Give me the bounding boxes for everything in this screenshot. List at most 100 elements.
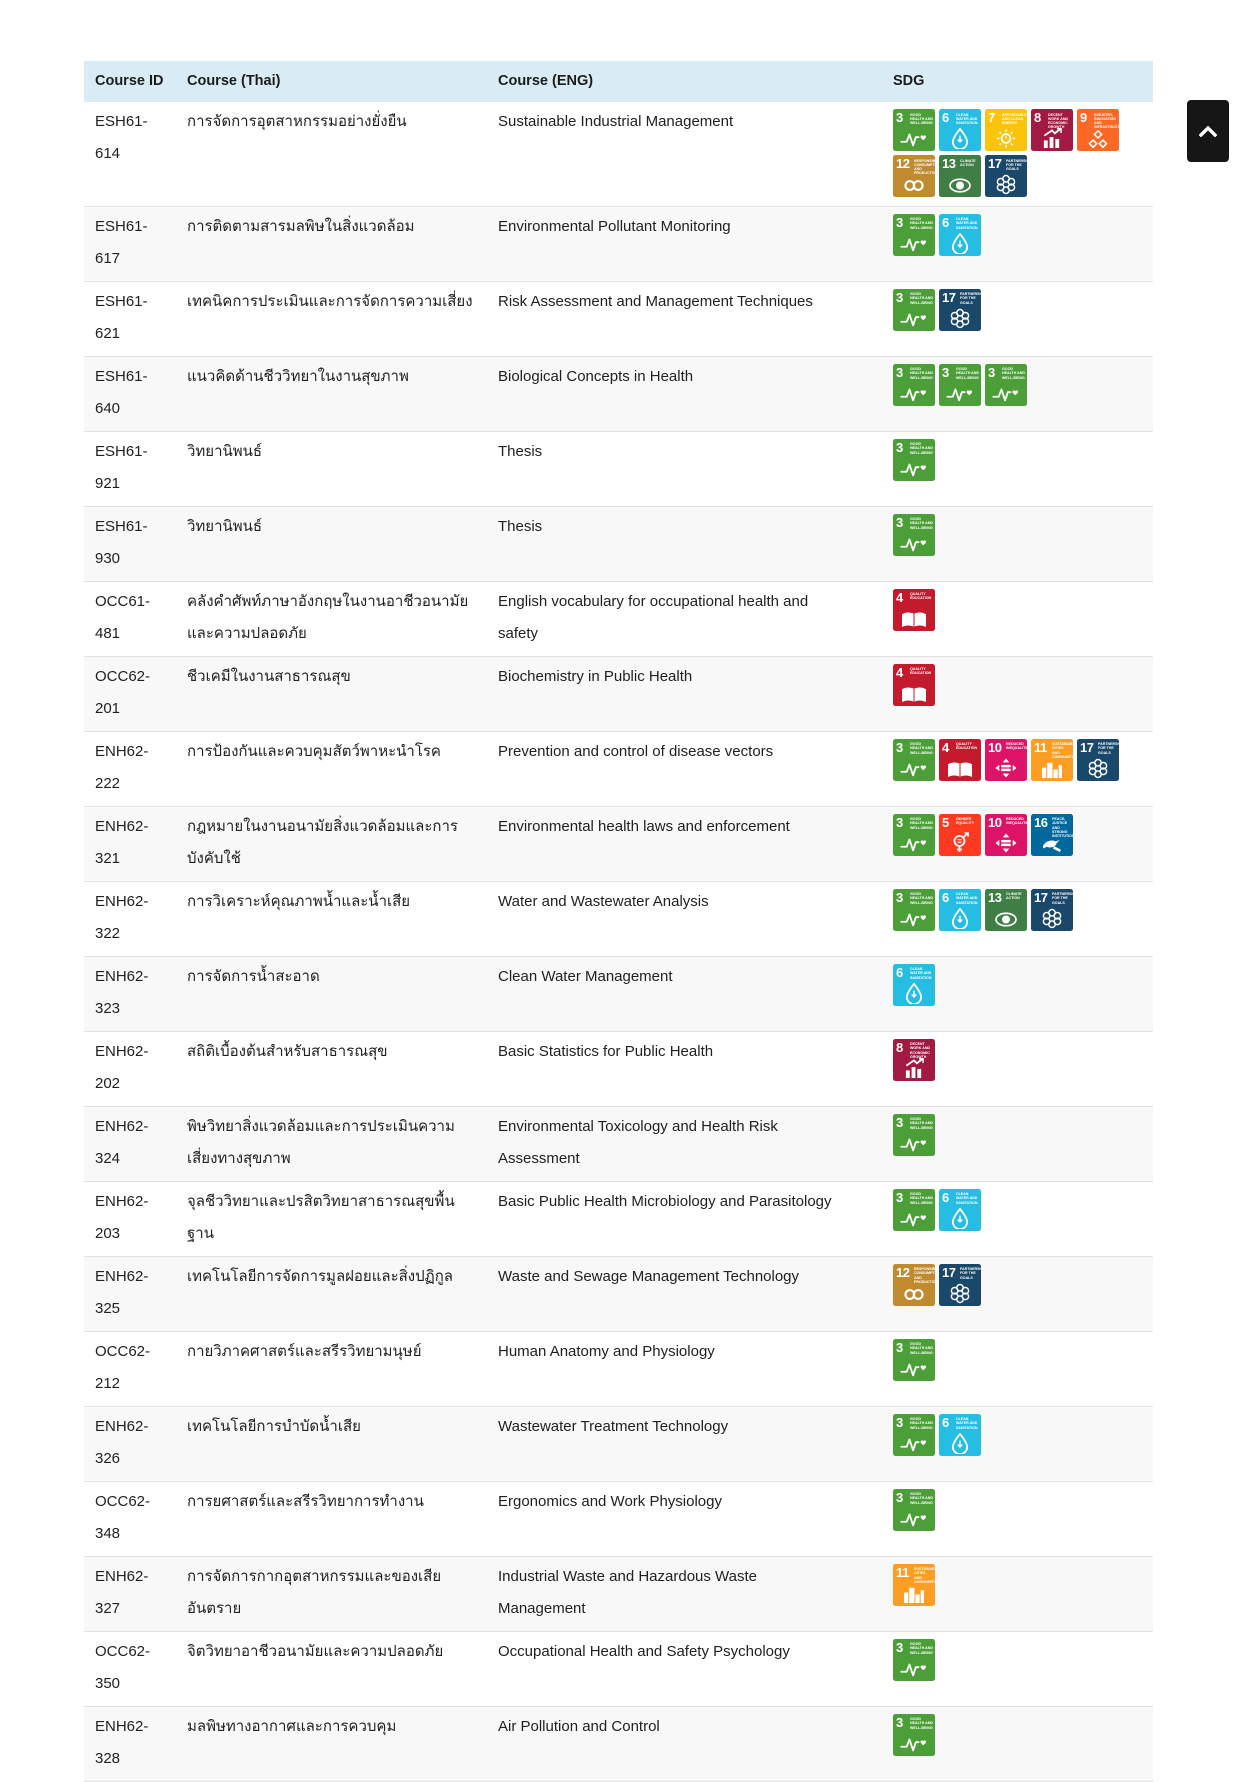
table-row: ENH62-324 พิษวิทยาสิ่งแวดล้อมและการประเมิ…: [84, 1106, 1153, 1182]
course-id-cell: ENH62-202: [84, 1031, 187, 1107]
course-eng-cell: Thesis: [498, 506, 893, 582]
table-row: ESH61-930 วิทยานิพนธ์ Thesis 3 Good Health a…: [84, 506, 1153, 582]
sdg-badge-list: 8 Decent Work and Economic Growth: [893, 1038, 1145, 1081]
column-header-course-id: Course ID: [84, 61, 187, 102]
sdg-cell: 11Sustainable Cities and Communities: [893, 1556, 1153, 1632]
course-thai-cell: การจัดการกากอุตสาหกรรมและของเสียอันตราย: [187, 1556, 498, 1632]
course-id-cell: ESH61-614: [84, 102, 187, 207]
sdg-cell: 3 Good Health and Well-Being: [893, 1331, 1153, 1407]
table-row: OCC62-212 กายวิภาคศาสตร์และสรีรวิทยามนุษย…: [84, 1331, 1153, 1407]
sdg-3-icon: 3 Good Health and Well-Being: [893, 363, 935, 406]
table-row: ENH62-323 การจัดการน้ำสะอาด Clean Water Ma…: [84, 956, 1153, 1032]
course-thai-cell: วิทยานิพนธ์: [187, 506, 498, 582]
table-row: ESH61-617 การติดตามสารมลพิษในสิ่งแวดล้อม E…: [84, 206, 1153, 282]
course-id-cell: ENH62-324: [84, 1106, 187, 1182]
sdg-3-icon: 3 Good Health and Well-Being: [893, 1488, 935, 1531]
table-row: OCC61-481 คลังคำศัพท์ภาษาอังกฤษในงานอาชีว…: [84, 581, 1153, 657]
course-eng-cell: Thesis: [498, 431, 893, 507]
sdg-cell: 4 Quality Education: [893, 656, 1153, 732]
sdg-8-icon: 8 Decent Work and Economic Growth: [1031, 109, 1073, 151]
sdg-17-icon: 17Partnerships for the Goals: [939, 288, 981, 331]
sdg-4-icon: 4 Quality Education: [893, 588, 935, 631]
sdg-6-icon: 6 Clean Water and Sanitation: [893, 963, 935, 1006]
course-table: Course ID Course (Thai) Course (ENG) SDG…: [84, 61, 1153, 1782]
course-id-cell: OCC62-348: [84, 1481, 187, 1557]
sdg-badge-list: 3 Good Health and Well-Being: [893, 1113, 1145, 1156]
sdg-3-icon: 3 Good Health and Well-Being: [893, 738, 935, 781]
table-row: ESH61-621 เทคนิคการประเมินและการจัดการควา…: [84, 281, 1153, 357]
sdg-6-icon: 6 Clean Water and Sanitation: [939, 1188, 981, 1231]
sdg-13-icon: 13 Climate Action: [985, 888, 1027, 931]
course-thai-cell: พิษวิทยาสิ่งแวดล้อมและการประเมินความเสี่…: [187, 1106, 498, 1182]
course-eng-cell: Air Pollution and Control: [498, 1706, 893, 1782]
table-row: ENH62-202 สถิติเบื้องต้นสำหรับสาธารณสุข Ba…: [84, 1031, 1153, 1107]
course-id-cell: ENH62-321: [84, 806, 187, 882]
sdg-5-icon: 5 Gender Equality: [939, 813, 981, 856]
sdg-cell: 3 Good Health and Well-Being: [893, 1106, 1153, 1182]
sdg-cell: 3 Good Health and Well-Being: [893, 431, 1153, 507]
course-thai-cell: เทคนิคการประเมินและการจัดการความเสี่ยง: [187, 281, 498, 357]
sdg-3-icon: 3 Good Health and Well-Being: [893, 109, 935, 151]
chevron-up-icon: [1199, 125, 1217, 137]
course-eng-cell: Wastewater Treatment Technology: [498, 1406, 893, 1482]
course-eng-cell: Industrial Waste and Hazardous Waste Man…: [498, 1556, 893, 1632]
course-id-cell: ESH61-930: [84, 506, 187, 582]
sdg-3-icon: 3 Good Health and Well-Being: [893, 1188, 935, 1231]
table-row: ENH62-327 การจัดการกากอุตสาหกรรมและของเสี…: [84, 1556, 1153, 1632]
course-eng-cell: English vocabulary for occupational heal…: [498, 581, 893, 657]
course-id-cell: ESH61-921: [84, 431, 187, 507]
sdg-3-icon: 3 Good Health and Well-Being: [893, 438, 935, 481]
sdg-badge-list: 12Responsible Consumption and Production…: [893, 1263, 1145, 1306]
sdg-7-icon: 7 Affordable and Clean Energy: [985, 109, 1027, 151]
sdg-badge-list: 3 Good Health and Well-Being 5 Gender Equal…: [893, 813, 1145, 856]
column-header-course-thai: Course (Thai): [187, 61, 498, 102]
table-row: OCC62-348 การยศาสตร์และสรีรวิทยาการทำงาน E…: [84, 1481, 1153, 1557]
sdg-badge-list: 3 Good Health and Well-Being 6 Clean Water …: [893, 1413, 1145, 1456]
sdg-17-icon: 17Partnerships for the Goals: [939, 1263, 981, 1306]
course-thai-cell: เทคโนโลยีการบำบัดน้ำเสีย: [187, 1406, 498, 1482]
course-thai-cell: คลังคำศัพท์ภาษาอังกฤษในงานอาชีวอนามัยและ…: [187, 581, 498, 657]
table-row: OCC62-350 จิตวิทยาอาชีวอนามัยและความปลอดภ…: [84, 1631, 1153, 1707]
course-thai-cell: การจัดการน้ำสะอาด: [187, 956, 498, 1032]
sdg-3-icon: 3 Good Health and Well-Being: [893, 888, 935, 931]
sdg-4-icon: 4 Quality Education: [939, 738, 981, 781]
sdg-6-icon: 6 Clean Water and Sanitation: [939, 1413, 981, 1456]
scroll-to-top-button[interactable]: [1187, 100, 1229, 162]
course-thai-cell: ชีวเคมีในงานสาธารณสุข: [187, 656, 498, 732]
sdg-badge-list: 4 Quality Education: [893, 588, 1145, 631]
course-thai-cell: การยศาสตร์และสรีรวิทยาการทำงาน: [187, 1481, 498, 1557]
sdg-3-icon: 3 Good Health and Well-Being: [893, 1338, 935, 1381]
sdg-3-icon: 3 Good Health and Well-Being: [985, 363, 1027, 406]
column-header-course-eng: Course (ENG): [498, 61, 893, 102]
course-table-body: ESH61-614 การจัดการอุตสาหกรรมอย่างยั่งยืน…: [84, 102, 1153, 1782]
course-id-cell: ENH62-325: [84, 1256, 187, 1332]
course-thai-cell: สถิติเบื้องต้นสำหรับสาธารณสุข: [187, 1031, 498, 1107]
sdg-9-icon: 9Industry, Innovation and Infrastructure: [1077, 109, 1119, 151]
course-eng-cell: Occupational Health and Safety Psycholog…: [498, 1631, 893, 1707]
course-thai-cell: แนวคิดด้านชีววิทยาในงานสุขภาพ: [187, 356, 498, 432]
course-id-cell: OCC62-212: [84, 1331, 187, 1407]
table-row: ESH61-921 วิทยานิพนธ์ Thesis 3 Good Health a…: [84, 431, 1153, 507]
sdg-badge-list: 3 Good Health and Well-Being 6 Clean Water …: [893, 888, 1145, 931]
course-id-cell: ENH62-322: [84, 881, 187, 957]
course-eng-cell: Basic Public Health Microbiology and Par…: [498, 1181, 893, 1257]
sdg-cell: 3 Good Health and Well-Being: [893, 1481, 1153, 1557]
sdg-badge-list: 3 Good Health and Well-Being: [893, 513, 1145, 556]
sdg-badge-list: 3 Good Health and Well-Being 4 Quality Educ…: [893, 738, 1145, 781]
course-eng-cell: Clean Water Management: [498, 956, 893, 1032]
course-eng-cell: Sustainable Industrial Management: [498, 102, 893, 207]
sdg-badge-list: 11Sustainable Cities and Communities: [893, 1563, 1145, 1606]
sdg-cell: 3 Good Health and Well-Being 6 Clean Water …: [893, 1406, 1153, 1482]
course-table-wrap: Course ID Course (Thai) Course (ENG) SDG…: [84, 61, 1153, 1782]
sdg-badge-list: 3 Good Health and Well-Being 6 Clean Water …: [893, 109, 1145, 197]
sdg-12-icon: 12Responsible Consumption and Production: [893, 155, 935, 197]
course-id-cell: OCC61-481: [84, 581, 187, 657]
sdg-6-icon: 6 Clean Water and Sanitation: [939, 213, 981, 256]
course-eng-cell: Risk Assessment and Management Technique…: [498, 281, 893, 357]
course-id-cell: ENH62-327: [84, 1556, 187, 1632]
sdg-13-icon: 13 Climate Action: [939, 155, 981, 197]
sdg-10-icon: 10Reduced Inequalities: [985, 738, 1027, 781]
sdg-badge-list: 3Good Health and Well-Being17Partnership…: [893, 288, 1145, 331]
sdg-11-icon: 11Sustainable Cities and Communities: [1031, 738, 1073, 781]
course-thai-cell: เทคโนโลยีการจัดการมูลฝอยและสิ่งปฏิกูล: [187, 1256, 498, 1332]
